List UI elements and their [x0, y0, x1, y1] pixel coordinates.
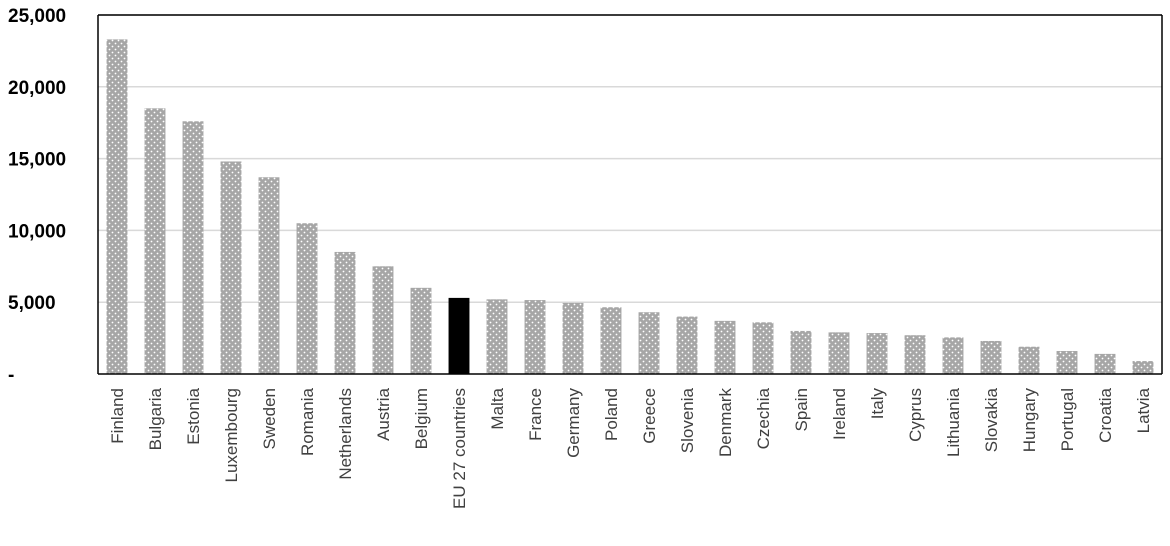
bar-luxembourg	[220, 161, 242, 374]
x-tick-label: Sweden	[260, 388, 279, 449]
x-tick-label: Slovakia	[982, 387, 1001, 452]
bars	[106, 39, 1154, 375]
bar-lithuania	[942, 337, 964, 374]
x-tick-label: Luxembourg	[222, 388, 241, 483]
x-tick-label: Malta	[488, 387, 507, 429]
bar-poland	[600, 307, 622, 374]
bar-bulgaria	[144, 108, 166, 374]
axes	[97, 14, 1163, 375]
bar-france	[524, 300, 546, 374]
x-tick-label: France	[526, 388, 545, 441]
y-axis-tick-labels: - 5,000 10,000 15,000 20,000 25,000	[8, 6, 66, 386]
x-tick-label: Finland	[108, 388, 127, 444]
bar-netherlands	[334, 251, 356, 374]
bar-slovenia	[676, 316, 698, 374]
bar-eu-27-countries	[448, 297, 470, 374]
y-tick-label: -	[8, 365, 14, 386]
y-tick-label: 25,000	[8, 6, 66, 27]
x-axis-tick-labels: Finland Bulgaria Estonia Luxembourg Sweden Ro…	[108, 387, 1153, 508]
x-tick-label: Netherlands	[336, 388, 355, 480]
bar-malta	[486, 299, 508, 374]
bar-estonia	[182, 121, 204, 374]
x-tick-label: Czechia	[754, 387, 773, 449]
bar-denmark	[714, 320, 736, 374]
x-tick-label: Cyprus	[906, 388, 925, 442]
bar-croatia	[1094, 353, 1116, 374]
x-tick-label: Greece	[640, 388, 659, 444]
y-tick-label: 15,000	[8, 150, 66, 171]
x-tick-label: Slovenia	[678, 387, 697, 453]
bar-germany	[562, 302, 584, 374]
x-tick-label: Ireland	[830, 388, 849, 440]
x-tick-label: EU 27 countries	[450, 388, 469, 509]
bar-slovakia	[980, 340, 1002, 374]
x-tick-label: Portugal	[1058, 388, 1077, 451]
bar-latvia	[1132, 361, 1154, 374]
gridlines	[98, 14, 1162, 303]
bar-ireland	[828, 332, 850, 374]
x-tick-label: Croatia	[1096, 387, 1115, 442]
bar-spain	[790, 330, 812, 374]
x-tick-label: Germany	[564, 388, 583, 458]
x-tick-label: Italy	[868, 388, 887, 420]
x-tick-label: Bulgaria	[146, 387, 165, 450]
bar-cyprus	[904, 335, 926, 374]
x-tick-label: Estonia	[184, 387, 203, 444]
x-tick-label: Romania	[298, 387, 317, 456]
y-tick-label: 5,000	[8, 293, 56, 314]
bar-czechia	[752, 322, 774, 374]
x-tick-label: Poland	[602, 388, 621, 441]
bar-hungary	[1018, 346, 1040, 374]
bar-sweden	[258, 177, 280, 374]
x-tick-label: Denmark	[716, 388, 735, 457]
x-tick-label: Latvia	[1134, 387, 1153, 433]
x-tick-label: Hungary	[1020, 388, 1039, 453]
bar-austria	[372, 266, 394, 374]
x-tick-label: Austria	[374, 387, 393, 440]
bar-romania	[296, 223, 318, 374]
bar-belgium	[410, 287, 432, 374]
bar-italy	[866, 333, 888, 374]
x-tick-label: Belgium	[412, 388, 431, 449]
bar-portugal	[1056, 351, 1078, 374]
bar-finland	[106, 39, 128, 375]
y-tick-label: 20,000	[8, 78, 66, 99]
x-tick-label: Lithuania	[944, 387, 963, 457]
y-tick-label: 10,000	[8, 221, 66, 242]
bar-greece	[638, 312, 660, 374]
x-tick-label: Spain	[792, 388, 811, 431]
